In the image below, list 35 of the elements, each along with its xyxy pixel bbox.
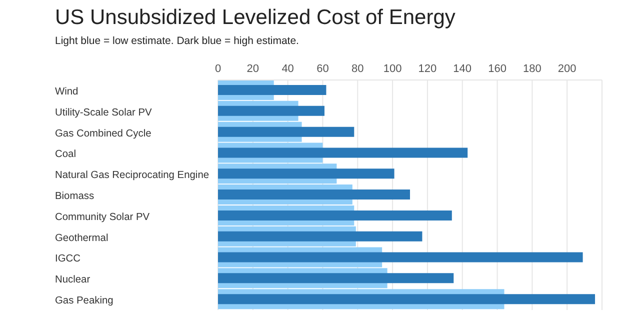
bar (218, 231, 422, 242)
bar (218, 210, 452, 220)
y-tick-label: Community Solar PV (55, 212, 150, 223)
x-tick-label: 40 (282, 63, 294, 75)
bar (218, 106, 324, 116)
y-tick-label: Coal (55, 149, 76, 160)
bar (218, 126, 354, 137)
y-tick-label: Gas Peaking (55, 296, 114, 307)
x-tick-label: 120 (418, 63, 437, 75)
bar (218, 190, 410, 200)
chart-title: US Unsubsidized Levelized Cost of Energy (55, 6, 456, 30)
y-tick-label: Biomass (55, 191, 94, 202)
x-tick-label: 180 (523, 63, 542, 75)
bar (218, 148, 468, 158)
x-tick-label: 80 (352, 63, 364, 75)
x-tick-label: 140 (453, 63, 472, 75)
y-tick-label: IGCC (55, 254, 80, 265)
x-tick-label: 200 (558, 63, 576, 75)
x-tick-label: 60 (316, 63, 329, 75)
x-tick-label: 0 (214, 63, 222, 75)
x-tick-label: 160 (488, 63, 506, 75)
y-tick-label: Nuclear (55, 274, 91, 286)
bar (218, 168, 394, 179)
y-tick-label: Utility-Scale Solar PV (55, 107, 152, 118)
bar (218, 273, 454, 284)
bar (218, 252, 583, 262)
x-tick-label: 20 (246, 63, 260, 75)
y-tick-label: Natural Gas Reciprocating Engine (55, 170, 210, 182)
bar (218, 294, 596, 304)
y-tick-label: Wind (55, 86, 79, 98)
y-tick-label: Geothermal (55, 232, 108, 244)
x-tick-label: 100 (383, 63, 402, 75)
y-tick-label: Gas Combined Cycle (55, 128, 152, 140)
bar (218, 85, 326, 95)
chart-subtitle: Light blue = low estimate. Dark blue = high estimate. (55, 35, 299, 47)
